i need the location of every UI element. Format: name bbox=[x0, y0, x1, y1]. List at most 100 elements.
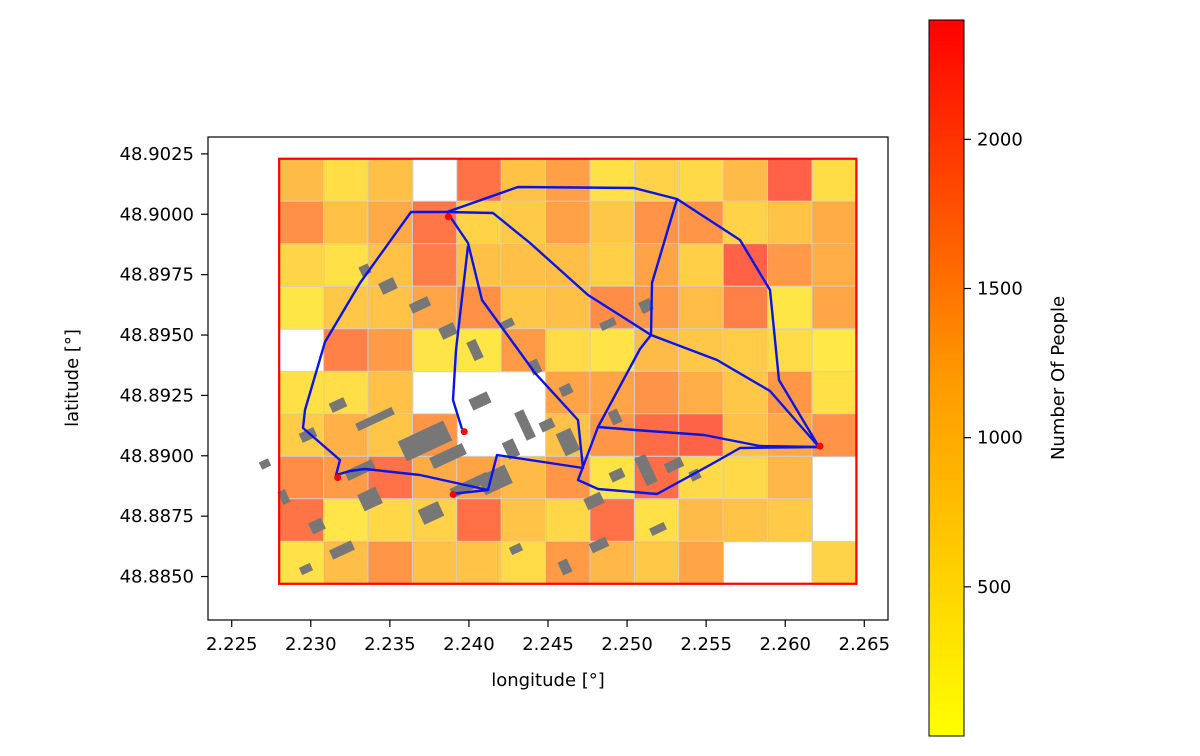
heatmap-cell bbox=[589, 498, 636, 543]
building bbox=[468, 391, 492, 411]
heatmap-cell bbox=[323, 455, 370, 500]
heatmap-cell bbox=[678, 200, 725, 245]
x-tick-label: 2.245 bbox=[522, 634, 574, 655]
building bbox=[634, 453, 658, 487]
heatmap-cell bbox=[767, 243, 813, 288]
routes-layer bbox=[301, 185, 821, 496]
x-axis-label: longitude [°] bbox=[491, 670, 605, 691]
stop-marker bbox=[449, 490, 457, 498]
heatmap-cell bbox=[722, 455, 769, 500]
heatmap-cell bbox=[545, 285, 591, 330]
building bbox=[501, 438, 521, 460]
building bbox=[558, 382, 574, 398]
building bbox=[588, 536, 610, 554]
heatmap-cell bbox=[323, 498, 370, 543]
colorbar-ticks: 500 1000 1500 2000 bbox=[964, 129, 1023, 598]
building bbox=[355, 406, 395, 432]
heatmap-cell bbox=[811, 540, 858, 585]
x-tick-label: 2.225 bbox=[206, 634, 258, 655]
stop-marker bbox=[816, 442, 824, 450]
population-heatmap bbox=[278, 158, 858, 585]
building bbox=[378, 277, 398, 295]
heatmap-cell bbox=[678, 285, 725, 330]
heatmap-cell bbox=[278, 158, 325, 203]
heatmap-cell bbox=[811, 413, 858, 458]
heatmap-cell bbox=[633, 413, 680, 458]
heatmap-cell bbox=[589, 158, 636, 203]
x-tick-label: 2.255 bbox=[680, 634, 732, 655]
heatmap-cell bbox=[633, 540, 680, 585]
y-axis-label: latitude [°] bbox=[62, 329, 83, 427]
heatmap-cell bbox=[811, 328, 858, 373]
colorbar-label: Number Of People bbox=[1048, 296, 1069, 460]
heatmap-cell bbox=[722, 498, 769, 543]
heatmap-cell bbox=[278, 370, 325, 415]
colorbar-tick-label: 1500 bbox=[977, 279, 1023, 300]
heatmap-cell bbox=[367, 540, 414, 585]
heatmap-cell bbox=[589, 200, 636, 245]
y-tick-label: 48.9000 bbox=[120, 204, 194, 225]
route-line bbox=[301, 210, 585, 492]
building bbox=[397, 420, 453, 462]
building bbox=[538, 417, 556, 433]
heatmap-cell bbox=[811, 158, 858, 203]
heatmap-cell bbox=[411, 200, 458, 245]
heatmap-cell bbox=[545, 498, 591, 543]
stops-layer bbox=[334, 213, 824, 498]
heatmap-cell bbox=[767, 498, 813, 543]
heatmap-cell bbox=[722, 413, 769, 458]
y-tick-label: 48.8875 bbox=[120, 506, 194, 527]
heatmap-cell bbox=[545, 243, 591, 288]
heatmap-cell bbox=[722, 285, 769, 330]
heatmap-cell bbox=[456, 498, 503, 543]
heatmap-cell bbox=[678, 370, 725, 415]
colorbar-tick-label: 500 bbox=[977, 577, 1011, 598]
heatmap-cell bbox=[811, 243, 858, 288]
route-line bbox=[597, 425, 820, 449]
heatmap-cell bbox=[278, 540, 325, 585]
building bbox=[258, 458, 272, 470]
heatmap-cell bbox=[500, 540, 547, 585]
heatmap-cell bbox=[545, 158, 591, 203]
x-tick-label: 2.235 bbox=[364, 634, 416, 655]
study-area-boundary bbox=[278, 157, 858, 585]
building bbox=[583, 491, 605, 511]
y-tick-label: 48.8975 bbox=[120, 265, 194, 286]
building bbox=[649, 521, 667, 537]
y-tick-label: 48.8950 bbox=[120, 325, 194, 346]
building bbox=[408, 296, 432, 314]
building bbox=[298, 562, 314, 576]
route-line bbox=[446, 198, 679, 337]
building bbox=[277, 488, 291, 506]
heatmap-cell bbox=[811, 370, 858, 415]
building bbox=[555, 427, 581, 457]
building bbox=[607, 408, 623, 426]
heatmap-cell bbox=[278, 243, 325, 288]
building bbox=[638, 298, 654, 314]
heatmap-cell bbox=[500, 498, 547, 543]
heatmap-cell bbox=[367, 370, 414, 415]
route-line bbox=[450, 488, 489, 496]
building bbox=[357, 486, 383, 512]
stop-marker bbox=[460, 428, 468, 436]
heatmap-cell bbox=[678, 328, 725, 373]
heatmap-cell bbox=[589, 370, 636, 415]
heatmap-cell bbox=[411, 540, 458, 585]
y-tick-label: 48.9025 bbox=[120, 144, 194, 165]
heatmap-cell bbox=[767, 158, 813, 203]
x-tick-label: 2.265 bbox=[839, 634, 891, 655]
x-tick-label: 2.260 bbox=[759, 634, 811, 655]
heatmap-cell bbox=[767, 200, 813, 245]
heatmap-cell bbox=[456, 540, 503, 585]
heatmap-cell bbox=[678, 158, 725, 203]
study-area-layer bbox=[278, 157, 858, 585]
heatmap-cell bbox=[589, 328, 636, 373]
building bbox=[429, 442, 467, 470]
heatmap-cell bbox=[722, 328, 769, 373]
building bbox=[663, 456, 685, 474]
heatmap-cell bbox=[633, 370, 680, 415]
building bbox=[298, 427, 318, 443]
heatmap-cell bbox=[811, 285, 858, 330]
heatmap-cell bbox=[633, 328, 680, 373]
